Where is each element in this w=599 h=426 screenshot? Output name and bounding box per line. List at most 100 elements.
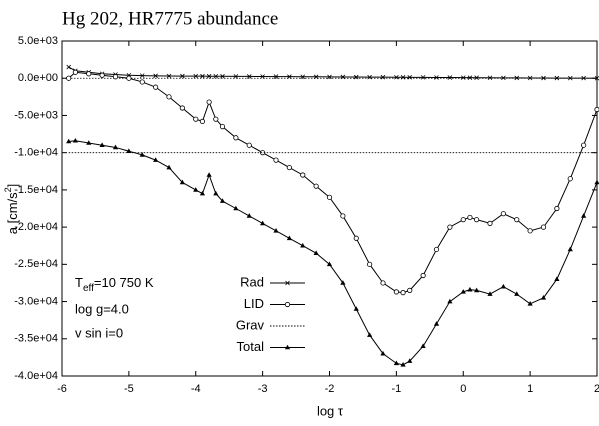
y-axis-label: a [cm/s2] — [3, 184, 20, 235]
y-tick-label: -3.0e+04 — [14, 295, 58, 307]
data-point — [260, 220, 266, 226]
legend-marker — [284, 301, 291, 308]
legend-label: Total — [237, 339, 265, 354]
data-point — [581, 142, 587, 148]
series-line — [68, 71, 598, 294]
y-tick-label: -1.0e+04 — [14, 147, 58, 159]
data-point — [286, 235, 292, 241]
data-point — [460, 289, 466, 294]
data-point — [474, 287, 480, 293]
data-point — [514, 291, 520, 296]
data-point — [353, 306, 359, 311]
data-point — [139, 73, 145, 78]
data-point — [273, 157, 279, 163]
data-point — [213, 73, 219, 79]
y-tick-label: -4.0e+04 — [14, 370, 58, 382]
chart-title: Hg 202, HR7775 abundance — [62, 8, 278, 29]
data-point — [199, 118, 206, 125]
data-point — [287, 74, 292, 79]
data-point — [273, 74, 279, 79]
data-point — [594, 75, 599, 81]
data-point — [527, 75, 533, 81]
annotation-sub: eff — [83, 283, 94, 294]
data-point — [99, 142, 105, 148]
data-point — [179, 179, 185, 185]
data-point — [86, 140, 92, 145]
data-point — [246, 74, 252, 79]
data-point — [72, 137, 78, 143]
y-tick-label: -1.5e+04 — [14, 184, 58, 196]
data-point — [353, 74, 359, 80]
data-point — [581, 213, 587, 218]
data-point — [233, 74, 239, 79]
data-point — [326, 194, 333, 200]
data-point — [407, 75, 413, 80]
data-point — [420, 343, 426, 349]
x-axis-label: log τ — [317, 403, 344, 418]
data-point — [126, 148, 132, 153]
data-point — [540, 295, 547, 300]
data-point — [200, 73, 205, 79]
data-point — [353, 235, 359, 241]
data-point — [380, 280, 386, 286]
data-point — [380, 74, 386, 80]
data-point — [219, 124, 226, 130]
data-point — [487, 291, 493, 296]
data-point — [400, 362, 406, 367]
data-point — [300, 172, 306, 178]
y-tick-label: 0.0e+00 — [18, 72, 58, 84]
x-tick-label: -2 — [325, 383, 335, 395]
data-point — [139, 79, 145, 85]
data-point — [260, 74, 265, 79]
data-point — [540, 224, 547, 230]
data-point — [474, 75, 479, 80]
x-tick-label: 1 — [527, 383, 533, 395]
data-point — [434, 75, 439, 80]
x-tick-label: -1 — [391, 383, 401, 395]
data-point — [594, 179, 599, 185]
annotation-rest: =10 750 K — [94, 275, 154, 290]
data-point — [66, 75, 72, 81]
x-tick-label: -3 — [258, 383, 268, 395]
data-point — [467, 286, 473, 292]
data-point — [340, 280, 346, 285]
data-point — [213, 190, 219, 196]
data-point — [380, 350, 386, 356]
data-point — [233, 135, 239, 141]
legend-marker — [284, 344, 291, 350]
y-tick-label: 5.0e+03 — [18, 35, 58, 47]
data-point — [541, 75, 546, 81]
data-point — [313, 74, 319, 80]
y-label-close: ] — [5, 184, 20, 188]
data-point — [99, 72, 105, 78]
data-point — [527, 300, 533, 306]
y-tick-label: -3.5e+04 — [14, 333, 58, 345]
data-point — [246, 142, 252, 148]
data-point — [447, 224, 453, 230]
data-point — [153, 157, 159, 162]
data-point — [554, 205, 560, 212]
data-point — [66, 138, 72, 144]
data-point — [66, 64, 71, 70]
legend-label: LID — [244, 296, 264, 311]
data-point — [206, 99, 212, 105]
data-point — [567, 246, 573, 252]
data-point — [400, 290, 406, 296]
data-point — [180, 73, 185, 79]
annotation-line: v sin i=0 — [75, 325, 123, 340]
data-point — [594, 106, 599, 113]
y-tick-label: -2.0e+04 — [14, 221, 58, 233]
data-point — [367, 261, 373, 267]
data-point — [394, 74, 399, 80]
annotation-line: log g=4.0 — [75, 301, 129, 316]
data-point — [467, 214, 473, 221]
data-point — [246, 213, 252, 218]
x-tick-label: -4 — [191, 383, 201, 395]
data-point — [193, 116, 199, 122]
data-point — [460, 75, 466, 80]
data-point — [400, 75, 406, 80]
x-tick-label: 0 — [460, 383, 466, 395]
data-point — [407, 287, 413, 293]
data-point — [153, 84, 159, 90]
